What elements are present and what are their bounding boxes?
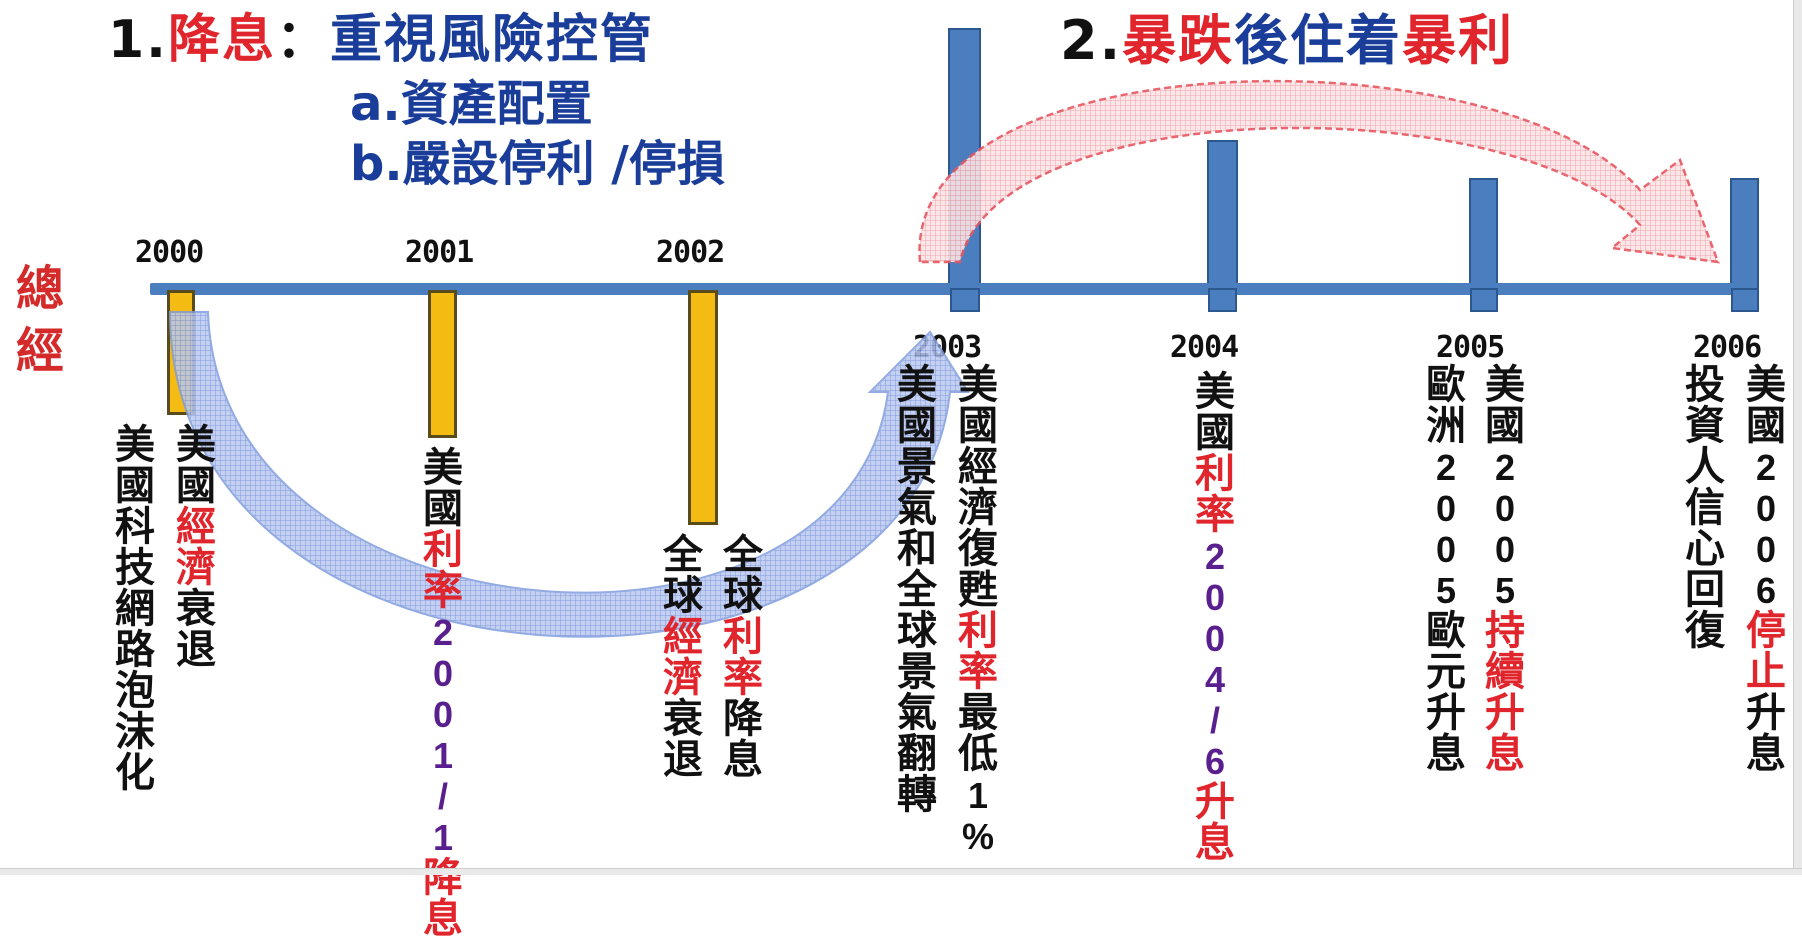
vertical-text-segment: 衰退 xyxy=(663,696,703,783)
vertical-text-segment: 美國 xyxy=(423,445,463,532)
text-2000-us-recession: 美國經濟衰退 xyxy=(173,425,219,671)
vertical-text-segment: 全球 xyxy=(723,532,763,619)
recovery-arrow xyxy=(168,311,970,638)
text-2000-dotcom-bubble: 美國科技網路泡沫化 xyxy=(112,425,158,794)
bar-2003-tail xyxy=(950,288,980,312)
vertical-text-segment: 衰退 xyxy=(176,586,216,673)
text-2001-rate-cut: 美國利率 2 0 0 1/1 降息 xyxy=(420,448,466,940)
text-2002-global-recession: 全球經濟衰退 xyxy=(660,535,706,781)
year-label-2000: 2000 xyxy=(135,235,204,270)
vertical-text-segment: 美國經濟復甦 xyxy=(958,362,998,613)
vertical-text-segment: 美國 xyxy=(1485,362,1525,449)
vertical-text-segment: 投資人信心回復 xyxy=(1685,362,1725,654)
sub-item-a: a.資產配置 xyxy=(350,76,593,132)
text-2004-rate-hike: 美國利率 2 0 0 4/6 升息 xyxy=(1192,372,1238,864)
heading2-number: 2. xyxy=(1060,9,1123,72)
heading1-topic: 重視風險控管 xyxy=(329,10,654,70)
sub-item-b: b.嚴設停利 /停損 xyxy=(350,136,725,192)
bar-2006-up xyxy=(1730,178,1759,290)
arrows-overlay xyxy=(168,79,1720,638)
vertical-text-segment: 全球 xyxy=(663,532,703,619)
vertical-text-segment: 利率 xyxy=(723,614,763,701)
bar-2004-tail xyxy=(1208,288,1237,312)
bar-2001-down xyxy=(428,290,457,438)
crash-profit-arrow xyxy=(918,79,1720,264)
bar-2005-tail xyxy=(1470,288,1498,312)
vertical-text-segment: 美國景氣和全球景氣翻轉 xyxy=(897,362,937,818)
vertical-text-segment: 2 0 0 1/1 xyxy=(432,612,454,858)
heading1-number: 1. xyxy=(108,10,168,70)
heading1-keyword: 降息 xyxy=(167,10,276,70)
bar-2006-tail xyxy=(1731,288,1759,312)
vertical-text-segment: 降息 xyxy=(723,696,763,783)
year-label-2001: 2001 xyxy=(405,235,474,270)
year-label-2004: 2004 xyxy=(1170,330,1239,365)
heading-rate-cut: 1.降息：重視風險控管 xyxy=(108,14,654,66)
year-label-2002: 2002 xyxy=(656,235,725,270)
vertical-text-segment: 利率 xyxy=(958,608,998,695)
side-label-char: 經 xyxy=(15,323,64,379)
year-label-2006: 2006 xyxy=(1693,330,1762,365)
vertical-text-segment: 歐洲 xyxy=(1426,362,1466,449)
frame-edge-right xyxy=(1793,0,1802,875)
vertical-text-segment: 美國 xyxy=(1195,369,1235,456)
text-2002-global-rate-cut: 全球利率降息 xyxy=(720,535,766,781)
vertical-text-segment: 1% xyxy=(961,775,994,857)
timeline-axis xyxy=(150,283,1745,295)
bar-2004-up xyxy=(1207,140,1238,290)
text-2003-us-recovery: 美國經濟復甦利率最低 1% xyxy=(955,362,1001,858)
vertical-text-segment: 2 0 0 4/6 xyxy=(1204,536,1226,782)
heading2-word2: 後住着 xyxy=(1234,9,1403,72)
vertical-text-segment: 經濟 xyxy=(663,614,703,701)
vertical-text-segment: 升息 xyxy=(1195,779,1235,866)
heading1-colon: ： xyxy=(275,10,330,70)
text-2006-investor-confidence: 投資人信心回復 xyxy=(1682,365,1728,652)
frame-edge-bottom xyxy=(0,868,1802,875)
bar-2005-up xyxy=(1469,178,1498,290)
side-label-macro: 總 經 xyxy=(10,258,70,382)
bar-2002-down xyxy=(688,290,718,525)
vertical-text-segment: 經濟 xyxy=(176,504,216,591)
vertical-text-segment: 升息 xyxy=(1746,690,1786,777)
vertical-text-segment: 美國 xyxy=(176,422,216,509)
heading2-word1: 暴跌 xyxy=(1122,9,1235,72)
vertical-text-segment: 美國 xyxy=(1746,362,1786,449)
vertical-text-segment: 美國科技網路泡沫化 xyxy=(115,422,155,796)
text-2003-economy-turn: 美國景氣和全球景氣翻轉 xyxy=(894,365,940,816)
vertical-text-segment: 歐元升息 xyxy=(1426,608,1466,777)
side-label-char: 總 xyxy=(15,261,64,317)
vertical-text-segment: 持續升息 xyxy=(1485,608,1525,777)
vertical-text-segment: 停止 xyxy=(1746,608,1786,695)
vertical-text-segment: 利率 xyxy=(1195,451,1235,538)
heading2-word3: 暴利 xyxy=(1402,9,1515,72)
heading-crash-profit: 2.暴跌後住着暴利 xyxy=(1060,14,1514,68)
vertical-text-segment: 利率 xyxy=(423,527,463,614)
year-label-2005: 2005 xyxy=(1436,330,1505,365)
vertical-text-segment: 最低 xyxy=(958,690,998,777)
